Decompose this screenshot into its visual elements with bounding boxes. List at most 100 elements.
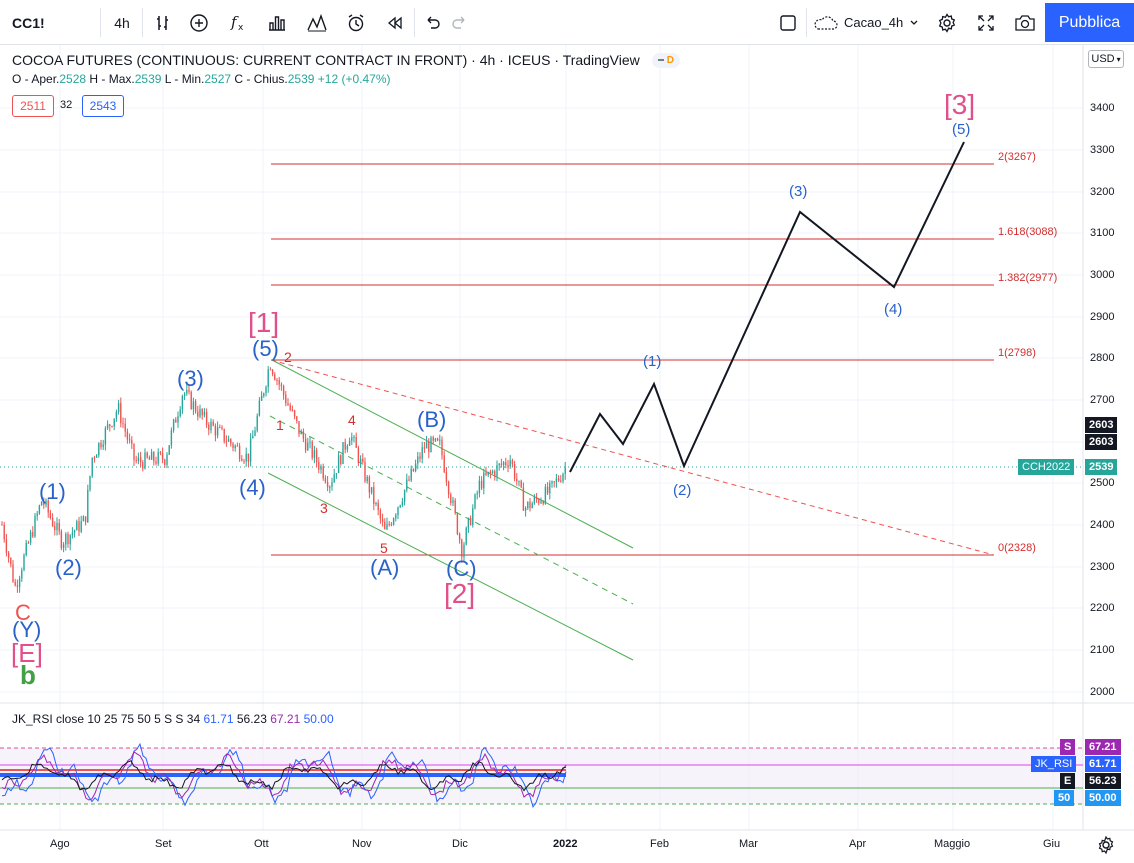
wave-labels[interactable]: [1] [2] [3] [E] (5) (3) (4) (1) (2) (B) … (11, 89, 975, 690)
gear-icon[interactable] (1096, 835, 1116, 855)
price-tick: 2400 (1090, 519, 1115, 531)
future-wave-1: (1) (643, 353, 661, 370)
high-tag-value-2: 2603 (1089, 436, 1114, 448)
compare-button[interactable] (184, 6, 214, 39)
future-wave-4: (4) (884, 301, 902, 318)
ask-value: 2543 (89, 99, 117, 113)
rsi-e-label: E (1064, 775, 1072, 787)
wave-label-y: (Y) (12, 617, 41, 642)
ohlc-values: O - Aper.2528 H - Max.2539 L - Min.2527 … (12, 72, 391, 86)
sub-wave-2: 2 (284, 349, 292, 365)
fullscreen-select-button[interactable] (774, 6, 802, 39)
alert-button[interactable] (341, 6, 371, 39)
ask-price-box[interactable]: 2543 (82, 95, 124, 117)
replay-button[interactable] (380, 6, 410, 39)
open-label: O - Aper. (12, 72, 60, 86)
undo-icon (427, 16, 440, 29)
change-value: +12 (+0.47%) (317, 72, 391, 86)
rsi-e-value: 56.23 (1089, 775, 1117, 787)
chevron-down-icon: ▾ (1116, 54, 1121, 64)
high-price-tag: 2603 (1085, 417, 1118, 433)
projection-path[interactable] (569, 141, 965, 473)
fib-label-1382: 1.382(2977) (998, 272, 1057, 284)
rsi-tag-jk-label: JK_RSI (1031, 756, 1077, 772)
fib-label-1: 1(2798) (998, 347, 1036, 359)
rsi-value-3: 67.21 (270, 712, 301, 726)
rsi-jk-value: 61.71 (1089, 758, 1117, 770)
templates-button[interactable] (262, 6, 292, 39)
channel-upper (271, 359, 634, 549)
symbol-tag-label: CCH2022 (1022, 461, 1071, 473)
time-tick: Ott (254, 838, 269, 850)
wave-label-3: (3) (177, 366, 204, 391)
red-dashed-trendline[interactable] (270, 359, 995, 556)
rsi-tag-50-label: 50 (1054, 790, 1075, 806)
chart-canvas[interactable]: [1] [2] [3] [E] (5) (3) (4) (1) (2) (B) … (0, 45, 1134, 863)
wave-label-3-big: [3] (944, 89, 975, 120)
cloud-icon (814, 15, 838, 30)
status-badge[interactable]: D (651, 52, 680, 68)
price-tick: 2200 (1090, 602, 1115, 614)
wave-label-4: (4) (239, 475, 266, 500)
fullscreen-button[interactable] (971, 6, 1001, 39)
low-value: 2527 (204, 72, 232, 86)
future-wave-5: (5) (952, 121, 970, 138)
currency-selector[interactable]: USD ▾ (1088, 50, 1124, 68)
price-tick: 3300 (1090, 144, 1115, 156)
redo-icon (452, 16, 465, 29)
descending-channel[interactable] (267, 359, 634, 661)
price-tick: 2000 (1090, 686, 1115, 698)
time-tick: Apr (849, 838, 867, 850)
bar-style-button[interactable] (148, 6, 178, 39)
channel-lower (267, 472, 634, 661)
low-label: L - Min. (164, 72, 205, 86)
alerts-chart-button[interactable] (302, 6, 332, 39)
last-price-value: 2539 (1089, 461, 1114, 473)
channel-mid (269, 415, 634, 605)
wave-label-c: (C) (446, 556, 477, 581)
layout-name: Cacao_4h (844, 15, 904, 30)
high-label: H - Max. (89, 72, 135, 86)
rsi-tag-e: 56.23 (1085, 773, 1121, 789)
symbol-search-button[interactable]: CC1! (4, 6, 56, 39)
high-price-tag-2: 2603 (1085, 434, 1118, 450)
layout-menu-button[interactable]: Cacao_4h (812, 6, 924, 39)
time-tick: 2022 (553, 838, 578, 850)
rsi-50-label: 50 (1058, 792, 1071, 804)
symbol-label: CC1! (12, 14, 45, 31)
redo-button[interactable] (446, 6, 474, 39)
price-tick: 2500 (1090, 477, 1115, 489)
sub-wave-3: 3 (320, 500, 328, 516)
candles-icon (157, 15, 168, 30)
rsi-lines (1, 742, 567, 809)
sub-wave-5: 5 (380, 540, 388, 556)
settings-button[interactable] (932, 6, 962, 39)
interval-button[interactable]: 4h (106, 6, 138, 39)
undo-button[interactable] (418, 6, 446, 39)
rsi-legend[interactable]: JK_RSI close 10 25 75 50 5 S S 34 61.71 … (12, 712, 334, 726)
time-tick: Nov (352, 838, 372, 850)
rewind-icon (387, 16, 402, 29)
time-tick: Mar (739, 838, 758, 850)
gear-icon (938, 12, 956, 33)
snapshot-button[interactable] (1010, 6, 1040, 39)
fib-label-2: 2(3267) (998, 151, 1036, 163)
fib-label-1618: 1.618(3088) (998, 226, 1057, 238)
rsi-s-label: S (1064, 741, 1072, 753)
fib-extension[interactable] (271, 163, 994, 556)
rsi-jk-label: JK_RSI (1035, 758, 1073, 770)
sub-wave-1: 1 (276, 417, 284, 433)
bid-price-box[interactable]: 2511 (12, 95, 54, 117)
camera-icon (1015, 14, 1035, 31)
fib-labels: 2(3267) 1.618(3088) 1.382(2977) 1(2798) … (998, 151, 1057, 554)
svg-text:f: f (230, 13, 239, 31)
future-wave-3: (3) (789, 183, 807, 200)
wave-label-2: (2) (55, 555, 82, 580)
bar-chart-icon (269, 15, 285, 31)
chart-legend[interactable]: COCOA FUTURES (CONTINUOUS: CURRENT CONTR… (12, 50, 680, 70)
wave-label-2-big: [2] (444, 578, 475, 609)
minus-icon (657, 59, 664, 61)
publish-button[interactable]: Pubblica (1045, 3, 1134, 42)
